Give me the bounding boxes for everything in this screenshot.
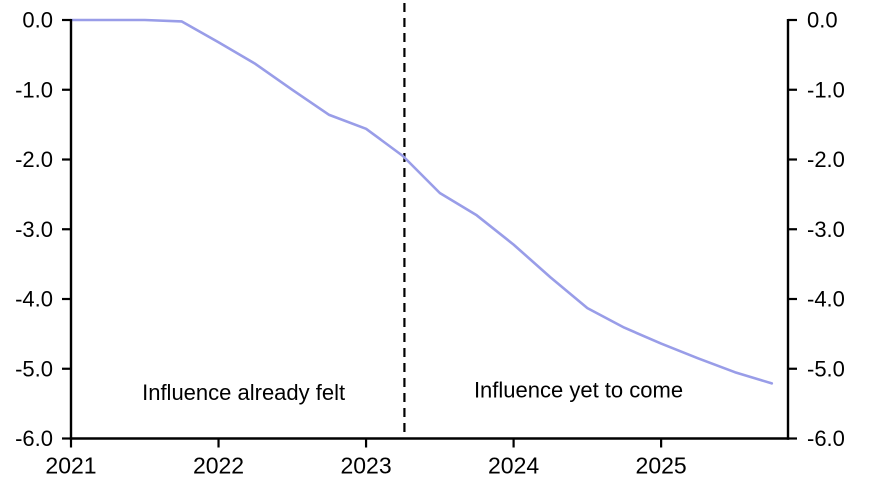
right-y-tick-label: -5.0 — [807, 356, 845, 381]
x-tick-label: 2024 — [488, 453, 539, 479]
right-y-tick-label: -3.0 — [807, 217, 845, 242]
annotation-influence-yet-to-come: Influence yet to come — [474, 378, 683, 403]
tick-labels-layer: 0.0 0.0 -1.0 -1.0 -2.0 -2.0 -3.0 -3.0 -4.0 -4.0 -5… — [15, 8, 845, 479]
left-y-tick-label: -1.0 — [15, 77, 53, 102]
x-tick-label: 2023 — [340, 453, 391, 479]
axes-layer — [62, 18, 797, 448]
left-y-tick-label: -2.0 — [15, 147, 53, 172]
x-tick-label: 2022 — [193, 453, 244, 479]
right-y-tick-label: -2.0 — [807, 147, 845, 172]
series-layer — [69, 18, 774, 385]
right-y-tick-label: -4.0 — [807, 287, 845, 312]
left-y-tick-label: -5.0 — [15, 356, 53, 381]
annotations-layer: Influence already felt Influence yet to c… — [142, 378, 683, 405]
right-y-tick-label: -1.0 — [807, 77, 845, 102]
right-y-tick-label: 0.0 — [807, 8, 838, 33]
left-y-tick-label: -3.0 — [15, 217, 53, 242]
right-y-tick-label: -6.0 — [807, 426, 845, 451]
x-tick-label: 2025 — [636, 453, 687, 479]
left-y-tick-label: 0.0 — [22, 8, 53, 33]
left-y-tick-label: -6.0 — [15, 426, 53, 451]
x-tick-label: 2021 — [45, 453, 96, 479]
annotation-influence-already-felt: Influence already felt — [142, 380, 345, 405]
series-line-cumulative-influence — [69, 18, 774, 385]
left-y-tick-label: -4.0 — [15, 287, 53, 312]
